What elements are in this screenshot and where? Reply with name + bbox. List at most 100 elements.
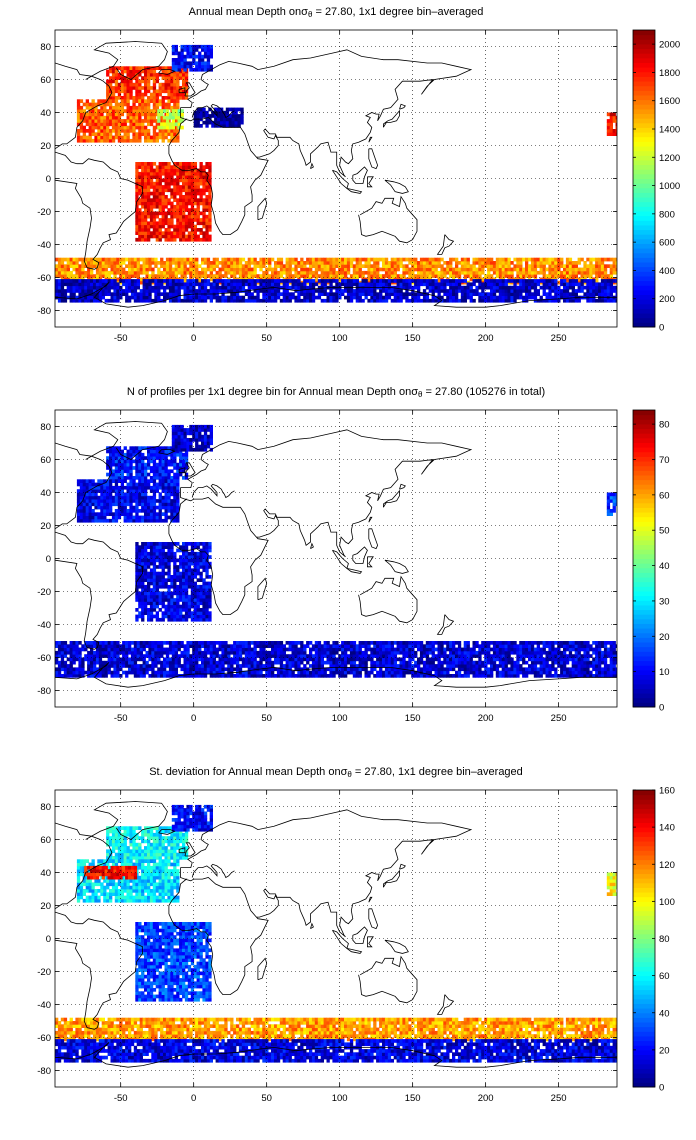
data-cell bbox=[184, 459, 189, 464]
data-cell bbox=[138, 581, 142, 586]
data-cell bbox=[276, 279, 281, 283]
data-cell bbox=[551, 295, 555, 300]
data-cell bbox=[196, 198, 200, 202]
data-cell bbox=[346, 298, 351, 303]
data-cell bbox=[106, 479, 110, 483]
data-cell bbox=[376, 264, 380, 268]
data-cell bbox=[414, 261, 418, 265]
data-cell bbox=[109, 489, 113, 493]
data-cell bbox=[123, 125, 127, 130]
data-cell bbox=[170, 492, 174, 497]
data-cell bbox=[192, 298, 196, 303]
data-cell bbox=[132, 449, 136, 454]
data-cell bbox=[186, 279, 190, 283]
data-cell bbox=[138, 181, 142, 186]
data-cell bbox=[130, 285, 135, 290]
data-cell bbox=[158, 485, 162, 490]
data-cell bbox=[349, 295, 354, 300]
data-cell bbox=[168, 261, 173, 265]
data-cell bbox=[78, 270, 82, 275]
data-cell bbox=[408, 267, 412, 272]
data-cell bbox=[233, 257, 237, 262]
data-cell bbox=[147, 208, 151, 212]
data-cell bbox=[211, 110, 215, 115]
data-cell bbox=[187, 234, 192, 239]
data-cell bbox=[542, 279, 546, 283]
data-cell bbox=[85, 518, 89, 523]
data-cell bbox=[161, 495, 165, 500]
data-cell bbox=[589, 285, 593, 290]
data-cell bbox=[341, 261, 345, 265]
data-cell bbox=[106, 92, 110, 97]
data-cell bbox=[346, 261, 351, 265]
data-cell bbox=[358, 274, 362, 278]
data-cell bbox=[469, 285, 473, 290]
data-cell bbox=[557, 298, 561, 303]
data-cell bbox=[189, 447, 193, 452]
data-cell bbox=[507, 270, 511, 275]
data-cell bbox=[199, 195, 203, 199]
data-cell bbox=[157, 261, 161, 265]
data-cell bbox=[179, 218, 183, 222]
data-cell bbox=[341, 257, 345, 262]
data-cell bbox=[57, 261, 62, 265]
data-cell bbox=[215, 298, 219, 303]
data-cell bbox=[186, 282, 190, 287]
data-cell bbox=[147, 499, 151, 503]
data-cell bbox=[344, 289, 348, 293]
colorbar-segment bbox=[633, 141, 655, 147]
data-cell bbox=[141, 86, 145, 90]
data-cell bbox=[422, 292, 427, 296]
data-cell bbox=[329, 261, 333, 265]
data-cell bbox=[202, 237, 206, 242]
data-cell bbox=[103, 109, 107, 113]
data-cell bbox=[193, 188, 197, 193]
data-cell bbox=[285, 261, 289, 265]
data-cell bbox=[155, 472, 159, 477]
data-cell bbox=[129, 495, 133, 500]
data-cell bbox=[198, 64, 202, 69]
data-cell bbox=[126, 485, 130, 490]
data-cell bbox=[565, 267, 570, 272]
data-cell bbox=[182, 211, 186, 216]
data-cell bbox=[405, 267, 409, 272]
data-cell bbox=[311, 261, 316, 265]
data-cell bbox=[187, 231, 192, 235]
data-cell bbox=[346, 257, 351, 262]
data-cell bbox=[384, 274, 389, 278]
data-cell bbox=[176, 476, 180, 480]
data-cell bbox=[276, 270, 281, 275]
data-cell bbox=[135, 228, 139, 232]
data-cell bbox=[563, 295, 567, 300]
data-cell bbox=[149, 469, 154, 474]
data-cell bbox=[399, 257, 403, 262]
data-cell bbox=[152, 204, 157, 209]
data-cell bbox=[411, 270, 415, 275]
data-cell bbox=[173, 214, 177, 219]
data-cell bbox=[138, 571, 142, 576]
data-cell bbox=[201, 298, 205, 303]
data-cell bbox=[405, 289, 409, 293]
colorbar-segment bbox=[633, 173, 655, 179]
data-cell bbox=[95, 267, 100, 272]
data-cell bbox=[206, 264, 211, 268]
data-cell bbox=[164, 462, 168, 467]
data-cell bbox=[196, 218, 200, 222]
data-cell bbox=[98, 270, 103, 275]
data-cell bbox=[231, 120, 235, 125]
data-cell bbox=[125, 279, 129, 283]
data-cell bbox=[173, 129, 177, 133]
data-cell bbox=[141, 466, 145, 470]
data-cell bbox=[606, 119, 611, 123]
data-cell bbox=[268, 279, 272, 283]
data-cell bbox=[472, 282, 476, 287]
colorbar-segment bbox=[633, 234, 655, 240]
data-cell bbox=[495, 264, 500, 268]
colorbar-tick-label: 800 bbox=[659, 209, 675, 220]
data-cell bbox=[501, 292, 505, 296]
data-cell bbox=[259, 274, 263, 278]
data-cell bbox=[174, 264, 178, 268]
data-cell bbox=[167, 168, 171, 173]
data-cell bbox=[177, 64, 181, 69]
data-cell bbox=[227, 298, 231, 303]
